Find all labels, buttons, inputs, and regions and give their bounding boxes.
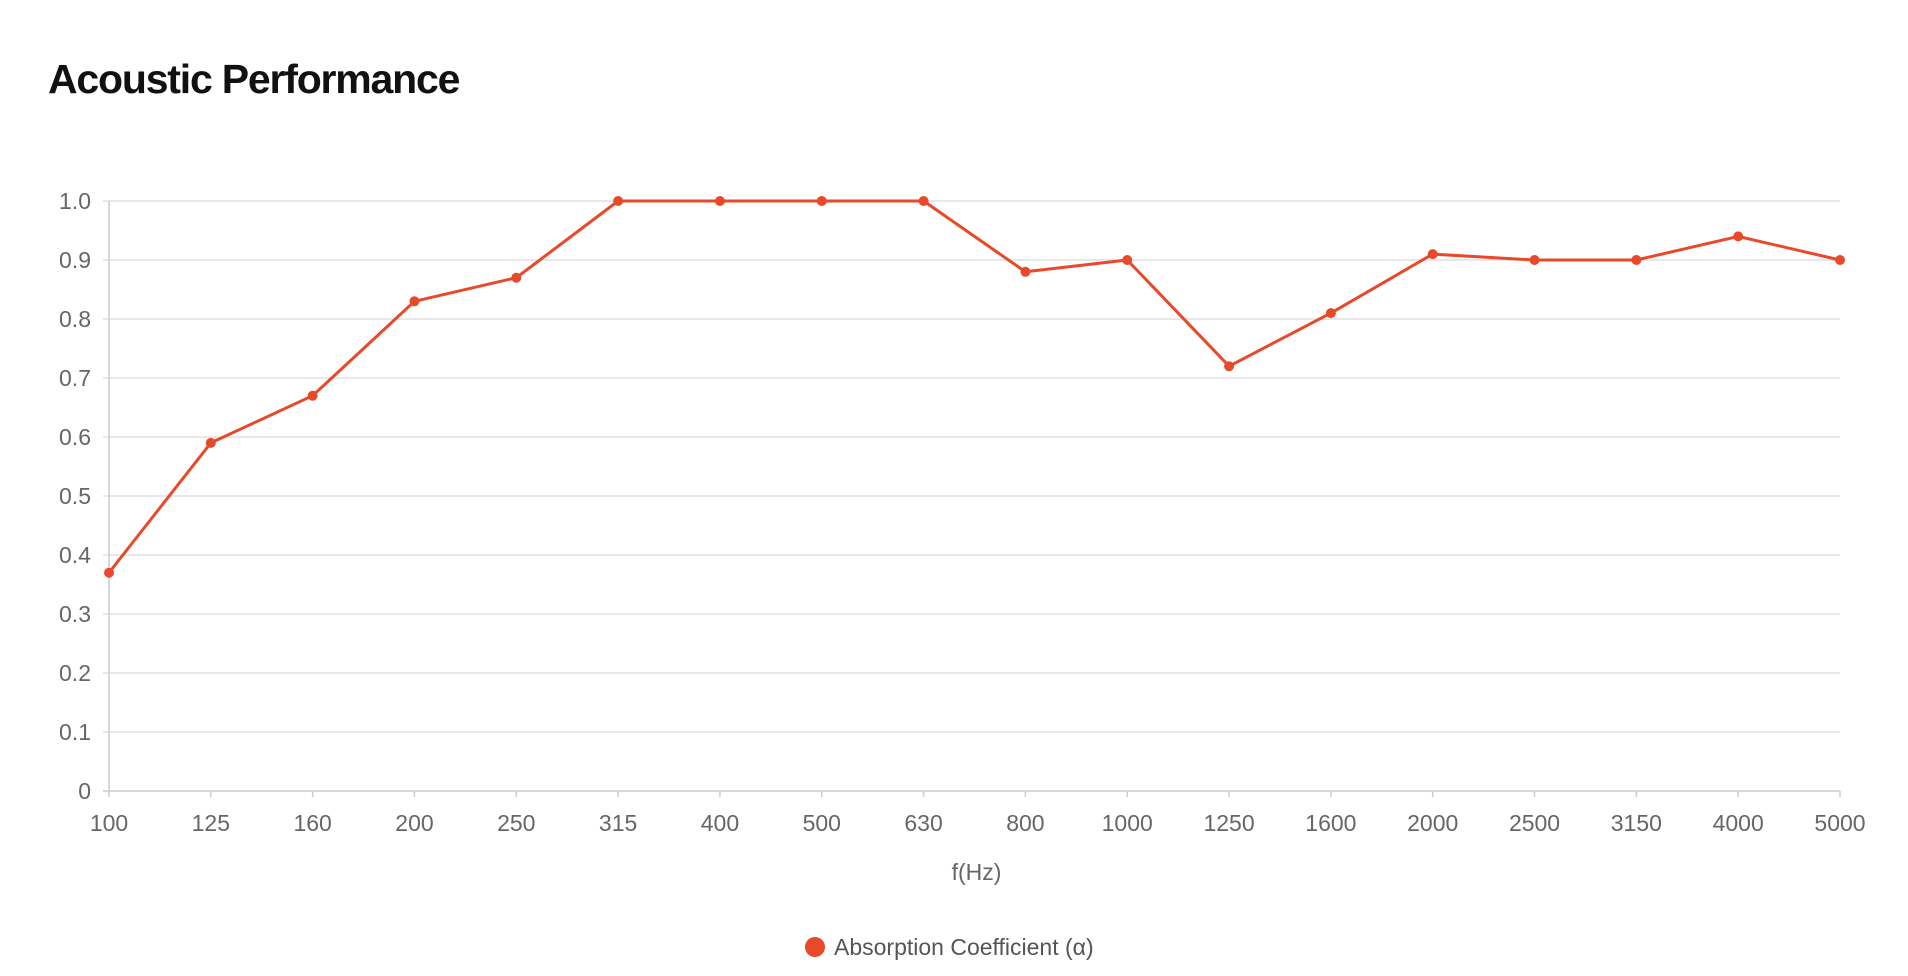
y-tick-label: 0.4: [59, 542, 91, 568]
page-title: Acoustic Performance: [48, 56, 460, 102]
y-tick-label: 0.6: [59, 424, 91, 450]
data-point[interactable]: [1529, 255, 1540, 265]
x-tick-label: 5000: [1814, 810, 1865, 836]
series-line: [107, 199, 1842, 575]
x-tick-label: 1600: [1305, 810, 1356, 836]
data-point[interactable]: [1224, 361, 1235, 372]
legend[interactable]: Absorption Coefficient (α): [805, 934, 1094, 960]
data-point[interactable]: [1835, 255, 1845, 265]
y-tick-label: 0.3: [59, 601, 91, 627]
x-tick-label: 3150: [1611, 810, 1662, 836]
data-point[interactable]: [511, 272, 522, 283]
y-tick-label: 0.8: [59, 306, 91, 332]
y-tick-label: 0.2: [59, 660, 91, 686]
x-tick-label: 2000: [1407, 810, 1458, 836]
y-tick-label: 0.9: [59, 247, 91, 273]
x-tick-label: 800: [1006, 810, 1044, 836]
legend-label: Absorption Coefficient (α): [834, 934, 1094, 960]
x-tick-label: 1250: [1203, 810, 1254, 836]
data-point[interactable]: [714, 196, 725, 206]
y-tick-label: 0.1: [59, 719, 91, 745]
data-point[interactable]: [1122, 255, 1133, 265]
x-tick-label: 500: [803, 810, 841, 836]
x-tick-label: 400: [701, 810, 739, 836]
x-tick-label: 200: [395, 810, 433, 836]
data-point[interactable]: [1733, 231, 1744, 242]
legend-marker: [805, 937, 825, 957]
y-axis-ticks: 0 0.1 0.2 0.3 0.4 0.5 0.6 0.7 0.8 0.9 1.0: [59, 188, 91, 804]
x-axis-title: f(Hz): [952, 859, 1002, 885]
y-tick-label: 0.5: [59, 483, 91, 509]
data-point[interactable]: [205, 437, 216, 448]
x-tick-label: 160: [293, 810, 331, 836]
data-point[interactable]: [104, 567, 114, 578]
y-tick-label: 0.7: [59, 365, 91, 391]
data-point[interactable]: [816, 196, 827, 206]
data-point[interactable]: [1427, 249, 1438, 260]
y-tick-label: 0: [78, 778, 91, 804]
series-layer: [104, 196, 1845, 578]
data-point[interactable]: [409, 296, 420, 307]
x-tick-label: 630: [904, 810, 942, 836]
x-tick-label: 125: [192, 810, 230, 836]
x-tick-label: 2500: [1509, 810, 1560, 836]
y-tick-label: 1.0: [59, 188, 91, 214]
data-point[interactable]: [613, 196, 624, 206]
x-tick-label: 250: [497, 810, 535, 836]
grid-lines: [103, 200, 1840, 792]
x-tick-label: 4000: [1713, 810, 1764, 836]
data-point[interactable]: [1020, 266, 1031, 277]
x-tick-label: 1000: [1102, 810, 1153, 836]
x-axis-ticks: 100 125 160 200 250 315 400 500 630 800 1000 1250 16…: [90, 791, 1866, 836]
x-tick-label: 100: [90, 810, 128, 836]
data-point[interactable]: [1325, 308, 1336, 319]
x-tick-label: 315: [599, 810, 637, 836]
data-point[interactable]: [1631, 255, 1642, 265]
data-point[interactable]: [918, 196, 929, 206]
data-point[interactable]: [307, 390, 318, 401]
